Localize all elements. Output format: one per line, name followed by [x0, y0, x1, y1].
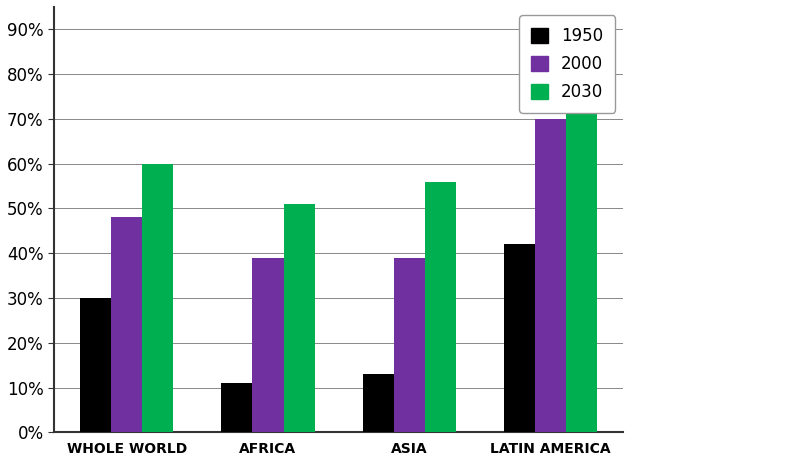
Legend: 1950, 2000, 2030: 1950, 2000, 2030: [519, 15, 615, 113]
Bar: [425, 181, 456, 432]
Bar: [221, 383, 252, 432]
Bar: [284, 204, 315, 432]
Bar: [252, 258, 284, 432]
Bar: [111, 218, 142, 432]
Bar: [504, 244, 535, 432]
Bar: [142, 163, 173, 432]
Bar: [566, 74, 598, 432]
Bar: [394, 258, 425, 432]
Bar: [535, 119, 566, 432]
Bar: [80, 298, 111, 432]
Bar: [363, 374, 394, 432]
